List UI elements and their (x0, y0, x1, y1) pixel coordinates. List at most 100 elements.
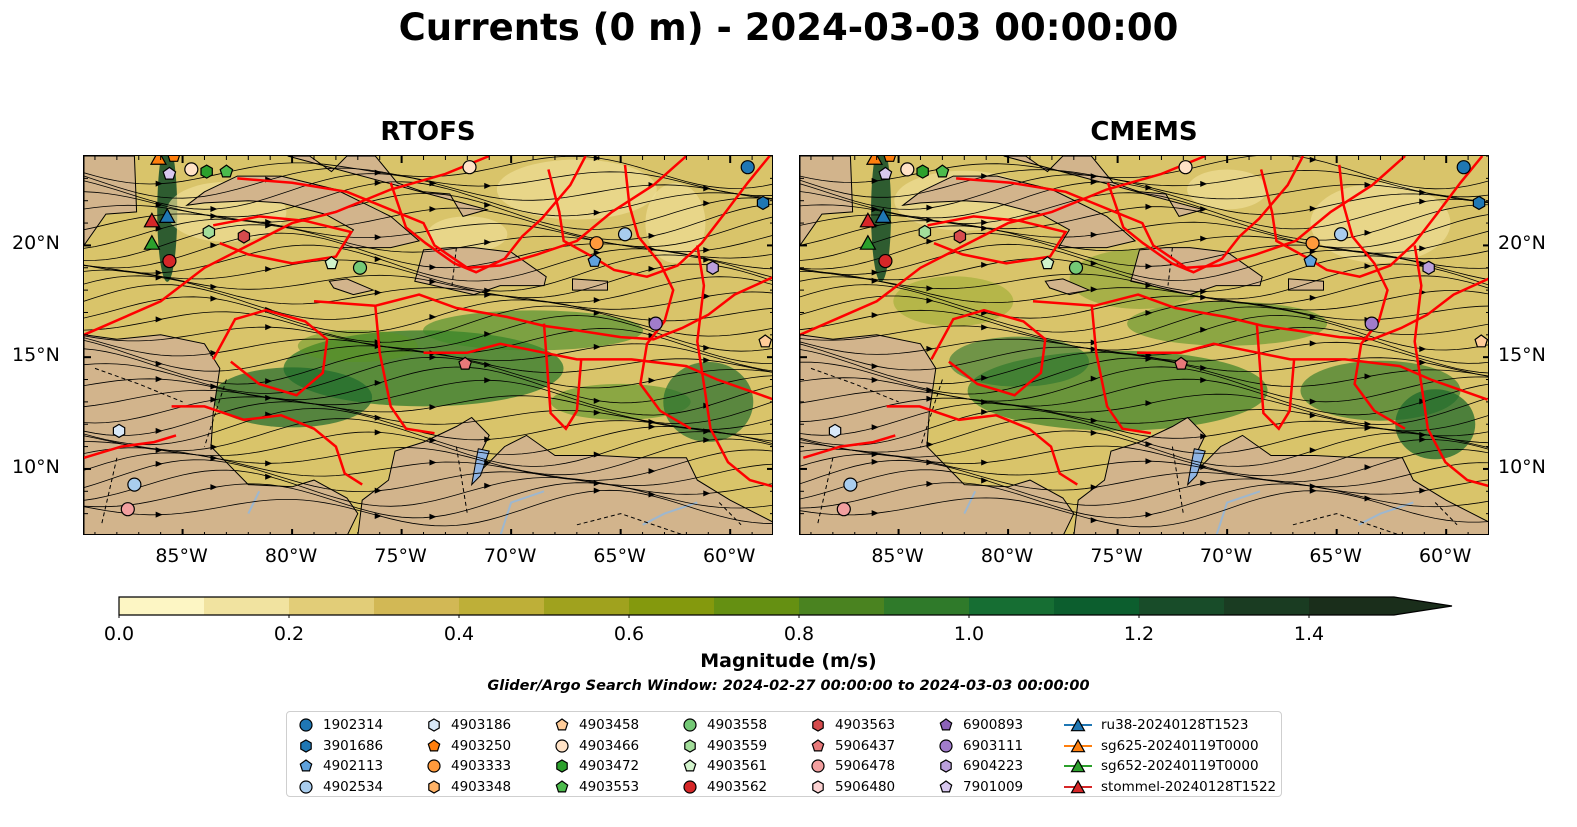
rtofs-flow-arrow (374, 169, 382, 176)
rtofs-flow-arrow (593, 487, 601, 494)
colorbar-segment (1054, 597, 1140, 615)
rtofs-float-4902534 (617, 227, 633, 242)
rtofs-track-outlines (84, 156, 772, 488)
cmems-flow-arrow (871, 312, 879, 319)
cmems-glider-sg652-20240119T0000 (859, 234, 877, 250)
legend-item: 6900893 (937, 715, 1023, 735)
cmems-border (1167, 247, 1173, 286)
rtofs-track-outline (212, 215, 354, 265)
rtofs-flow-arrow (374, 289, 382, 296)
cmems-float-4903186 (828, 423, 842, 439)
legend-pentagon (811, 738, 825, 751)
cmems-flow-arrow (871, 377, 879, 384)
cmems-flow-arrow (1145, 511, 1153, 518)
cmems-speed-patch (1395, 389, 1476, 460)
rtofs-flow-arrow (265, 473, 273, 480)
rtofs-calm-patch (645, 183, 706, 264)
rtofs-flow-arrow (155, 376, 163, 383)
cmems-streamline (800, 284, 1488, 319)
legend-marker (683, 718, 697, 732)
cmems-flow-arrow (1200, 326, 1208, 333)
rtofs-track-outline (84, 434, 177, 459)
legend-marker (427, 759, 441, 773)
cmems-flow-arrow (1309, 314, 1317, 321)
legend-label: 4903250 (451, 737, 512, 754)
rtofs-float-4903472 (200, 164, 213, 179)
legend-item: 5906480 (809, 777, 895, 797)
cmems-flow-arrow (1309, 294, 1317, 301)
rtofs-float-3901686 (756, 195, 770, 211)
rtofs-flow-arrow (703, 357, 711, 364)
cmems-streamline (800, 306, 1488, 344)
cmems-flow-arrow (1145, 458, 1153, 465)
rtofs-lon-label: 85°W (155, 545, 208, 567)
cmems-flow-arrow (926, 480, 934, 487)
cmems-flow-arrow (1309, 487, 1317, 494)
cmems-flow-arrow (1200, 365, 1208, 372)
rtofs-float-4903561 (324, 256, 339, 270)
colorbar-tick-label: 1.0 (953, 623, 985, 645)
legend-item: sg625-20240119T0000 (1063, 736, 1259, 756)
cmems-streamline (800, 174, 1488, 210)
colorbar-segment (374, 597, 460, 615)
cmems-flow-arrow (981, 374, 989, 381)
legend-item: 4902534 (297, 777, 383, 797)
rtofs-streamline (84, 401, 772, 436)
legend-item: stommel-20240128T1522 (1063, 777, 1276, 797)
cmems-streamline (800, 469, 1488, 506)
legend-marker (428, 779, 440, 794)
cmems-float-4903559 (918, 224, 932, 240)
rtofs-flow-arrow (210, 349, 218, 356)
rtofs-flow-arrow (265, 460, 273, 467)
cmems-float-5906478 (836, 502, 851, 517)
cmems-streamline (800, 181, 1488, 219)
rtofs-float-4903562 (162, 253, 177, 269)
rtofs-flow-arrow (593, 480, 601, 487)
legend-circle (427, 759, 441, 773)
legend-pentagon (555, 718, 569, 731)
rtofs-float-5906437 (458, 356, 473, 370)
rtofs-flow-arrow (429, 180, 437, 187)
rtofs-border (576, 513, 683, 534)
legend-marker (428, 718, 440, 732)
cmems-flow-arrow (1145, 282, 1153, 289)
rtofs-flow-arrow (484, 436, 492, 443)
cmems-flow-arrow (981, 173, 989, 180)
legend-circle (299, 779, 313, 794)
rtofs-calm-patch (427, 216, 508, 253)
rtofs-flow-arrow (703, 490, 711, 497)
rtofs-calm-patch (496, 159, 657, 220)
cmems-flow-arrow (1090, 260, 1098, 267)
rtofs-flow-arrow (210, 396, 218, 403)
cmems-flow-arrow (926, 238, 934, 245)
colorbar-segment (1224, 597, 1310, 615)
rtofs-flow-arrow (703, 428, 711, 435)
cmems-border (1434, 502, 1458, 526)
colorbar (118, 596, 1453, 618)
rtofs-streamline (84, 482, 772, 519)
rtofs-float-1902314 (740, 160, 755, 175)
legend-item: 4902113 (297, 756, 383, 776)
rtofs-flow-arrow (484, 287, 492, 294)
rtofs-flow-arrow (155, 511, 163, 518)
rtofs-track-outline (84, 156, 490, 336)
cmems-streamline (800, 341, 1488, 374)
rtofs-track-outline (696, 245, 772, 488)
rtofs-flow-arrow (265, 324, 273, 331)
legend-marker (1064, 779, 1092, 793)
cmems-track-outline (1255, 323, 1296, 431)
rtofs-flow-arrow (484, 201, 492, 208)
legend-item: 5906437 (809, 736, 895, 756)
colorbar-segment (629, 597, 715, 615)
cmems-flow-arrow (1145, 203, 1153, 210)
legend-hexagon (812, 718, 824, 732)
cmems-flow-arrow (926, 217, 934, 224)
rtofs-streamline (84, 275, 772, 305)
rtofs-flow-arrow (648, 491, 656, 498)
rtofs-streamline (84, 224, 772, 261)
cmems-flow-arrow (871, 424, 879, 431)
cmems-lon-label: 75°W (1090, 545, 1143, 567)
cmems-flow-arrow (871, 451, 879, 458)
legend-label: 6904223 (963, 758, 1024, 774)
cmems-land (901, 175, 1137, 249)
